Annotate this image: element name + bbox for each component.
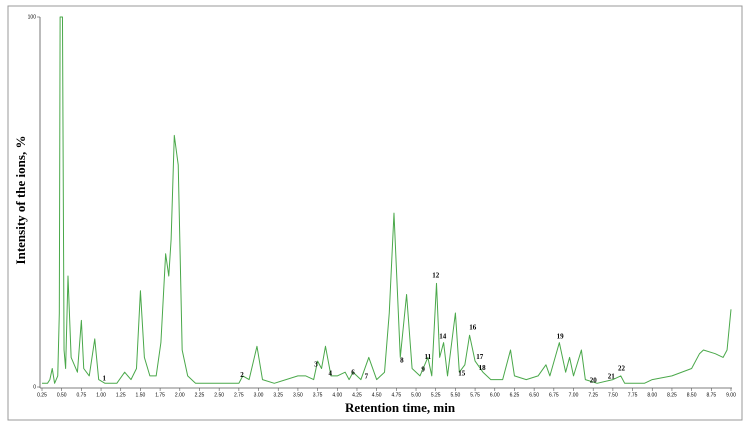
y-tick-label: 100 — [28, 14, 37, 20]
peak-label: 6 — [351, 369, 355, 377]
x-tick-label: 8.25 — [667, 392, 677, 398]
x-tick-label: 4.50 — [372, 392, 382, 398]
x-tick-label: 1.25 — [116, 392, 126, 398]
x-tick-label: 4.00 — [332, 392, 342, 398]
peak-label: 22 — [618, 364, 626, 372]
x-tick-label: 8.00 — [647, 392, 657, 398]
x-tick-label: 7.75 — [628, 392, 638, 398]
x-tick-label: 3.50 — [293, 392, 303, 398]
x-tick-label: 2.75 — [234, 392, 244, 398]
x-tick-label: 6.00 — [490, 392, 500, 398]
x-tick-label: 7.50 — [608, 392, 618, 398]
x-tick-label: 1.00 — [96, 392, 106, 398]
x-tick-label: 6.50 — [529, 392, 539, 398]
peak-label: 17 — [476, 353, 484, 361]
peak-label: 12 — [432, 272, 440, 280]
x-tick-label: 5.25 — [431, 392, 441, 398]
x-tick-label: 1.50 — [136, 392, 146, 398]
x-tick-label: 2.25 — [195, 392, 205, 398]
peak-label: 18 — [479, 364, 487, 372]
x-tick-label: 8.50 — [687, 392, 697, 398]
frame — [7, 5, 743, 421]
peak-label: 15 — [458, 370, 466, 378]
y-axis-label: Intensity of the ions, % — [13, 136, 28, 265]
x-tick-label: 1.75 — [155, 392, 165, 398]
x-tick-label: 0.50 — [57, 392, 67, 398]
x-tick-label: 5.50 — [451, 392, 461, 398]
x-tick-label: 0.75 — [77, 392, 87, 398]
peak-label: 21 — [608, 373, 616, 381]
x-axis-label: Retention time, min — [345, 400, 456, 415]
x-tick-label: 6.25 — [510, 392, 520, 398]
peak-label: 14 — [439, 333, 447, 341]
x-tick-label: 3.00 — [254, 392, 264, 398]
x-tick-label: 3.25 — [273, 392, 283, 398]
peak-label: 9 — [421, 366, 425, 374]
x-tick-label: 7.00 — [569, 392, 579, 398]
x-tick-label: 9.00 — [726, 392, 736, 398]
x-tick-label: 4.25 — [352, 392, 362, 398]
x-tick-label: 3.75 — [313, 392, 323, 398]
x-tick-label: 5.00 — [411, 392, 421, 398]
x-tick-label: 8.75 — [706, 392, 716, 398]
x-tick-label: 0.25 — [37, 392, 47, 398]
peak-label: 11 — [425, 353, 432, 361]
x-tick-label: 7.25 — [588, 392, 598, 398]
chromatogram-line — [42, 16, 732, 384]
peak-label: 20 — [590, 377, 598, 385]
peak-label: 8 — [400, 357, 404, 365]
x-tick-label: 6.75 — [549, 392, 559, 398]
peak-label: 7 — [365, 373, 369, 381]
peak-label: 2 — [240, 371, 244, 379]
x-tick-label: 5.75 — [470, 392, 480, 398]
peak-label: 16 — [469, 323, 477, 331]
x-tick-label: 2.50 — [214, 392, 224, 398]
peak-label: 4 — [328, 370, 332, 378]
y-tick-label: 0 — [33, 384, 36, 390]
peak-label: 1 — [102, 374, 106, 382]
peak-label: 19 — [557, 333, 565, 341]
x-tick-label: 2.00 — [175, 392, 185, 398]
x-tick-label: 4.75 — [391, 392, 401, 398]
peak-label: 3 — [314, 360, 318, 368]
